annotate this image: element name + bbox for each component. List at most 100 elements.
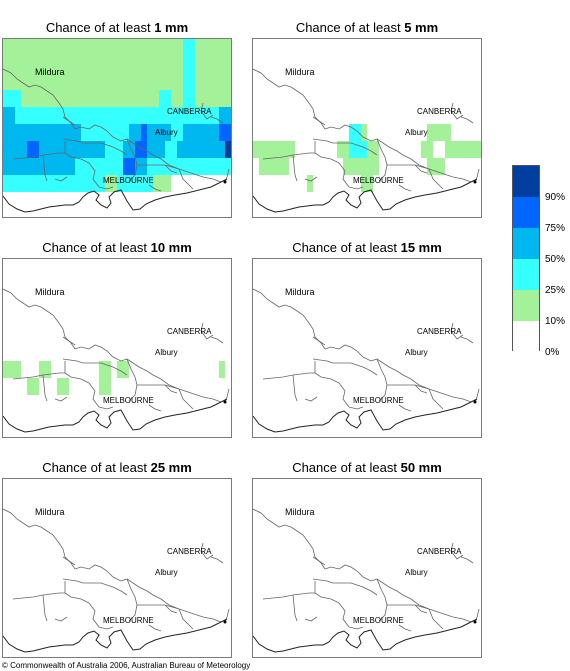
region-boundary [200,322,214,340]
probability-cell [51,141,57,158]
probability-cell [27,141,33,158]
region-boundary [74,124,222,183]
region-boundary [88,602,100,628]
region-boundary [414,164,428,174]
region-boundary [88,162,100,188]
probability-cell [213,56,219,73]
probability-cell [201,158,207,175]
probability-cell [51,158,57,175]
probability-cell [153,124,159,141]
probability-cell [129,90,135,107]
probability-cell [177,56,183,73]
probability-cell [219,158,225,175]
place-label-melbourne: MELBOURNE [353,616,404,625]
region-boundary [148,184,162,192]
place-label-albury: Albury [405,568,428,577]
probability-cell [9,175,15,192]
probability-cell [451,141,457,158]
region-boundary [414,384,428,394]
probability-cell [123,141,129,158]
region-boundary [312,556,326,566]
region-boundary [460,116,474,124]
probability-cell [219,90,225,107]
region-boundary [54,176,68,182]
region-boundary [428,608,444,630]
probability-cell [147,90,153,107]
probability-cell [75,158,81,175]
probability-cell [9,39,15,56]
probability-cell [165,124,171,141]
probability-cell [99,175,105,192]
probability-cell [207,56,213,73]
rainfall-map: Mildura CANBERRA Albury MELBOURNE [3,507,230,653]
probability-cell [27,175,33,192]
region-boundary [83,362,128,376]
probability-cell [475,141,481,158]
probability-cell [63,90,69,107]
probability-cell [15,175,21,192]
location-marker [473,400,477,404]
probability-cell [195,124,201,141]
probability-cell [117,56,123,73]
map-frame: Mildura CANBERRA Albury MELBOURNE [252,258,482,438]
probability-cell [69,124,75,141]
probability-cell [135,124,141,141]
probability-cell [283,141,289,158]
place-label-albury: Albury [405,128,428,137]
probability-cell [75,56,81,73]
probability-cell [135,56,141,73]
region-boundary [83,582,128,596]
probability-cell [27,39,33,56]
probability-cell [51,107,57,124]
probability-cell [105,361,111,378]
probability-cell [75,107,81,124]
probability-cell [171,39,177,56]
probability-cell [225,107,231,124]
region-boundary [253,508,326,570]
probability-cell [69,141,75,158]
probability-cell [147,175,153,192]
probability-cell [171,158,177,175]
probability-cell [75,73,81,90]
probability-cell [63,124,69,141]
probability-cell [99,378,105,395]
legend-swatch [513,166,539,197]
probability-cell [69,158,75,175]
probability-cell [93,158,99,175]
probability-cell [123,124,129,141]
probability-cell [15,73,21,90]
region-boundary [62,358,84,364]
region-boundary [98,186,114,190]
place-label-albury: Albury [405,348,428,357]
region-boundary [126,358,138,386]
probability-cell [153,158,159,175]
probability-cell [207,141,213,158]
coastline [253,398,478,433]
probability-cell [39,124,45,141]
probability-cell [289,141,295,158]
probability-cell [81,141,87,158]
map-frame: Mildura CANBERRA Albury MELBOURNE [252,478,482,658]
probability-cell [445,141,451,158]
region-boundary [378,384,388,402]
probability-cell [349,158,355,175]
probability-cell [45,56,51,73]
legend-label-0: 0% [545,347,560,358]
probability-cell [45,90,51,107]
probability-cell [39,361,45,378]
region-boundary [98,406,114,410]
probability-cell [27,158,33,175]
location-marker [223,400,227,404]
probability-cell [87,175,93,192]
probability-cell [9,361,15,378]
probability-cell [159,107,165,124]
probability-cell [45,141,51,158]
probability-cell [147,56,153,73]
region-boundary [304,616,318,622]
probability-cell [195,158,201,175]
probability-cell [123,175,129,192]
probability-cell [123,107,129,124]
probability-cell [433,124,439,141]
region-boundary [62,116,76,126]
probability-cell [183,90,189,107]
